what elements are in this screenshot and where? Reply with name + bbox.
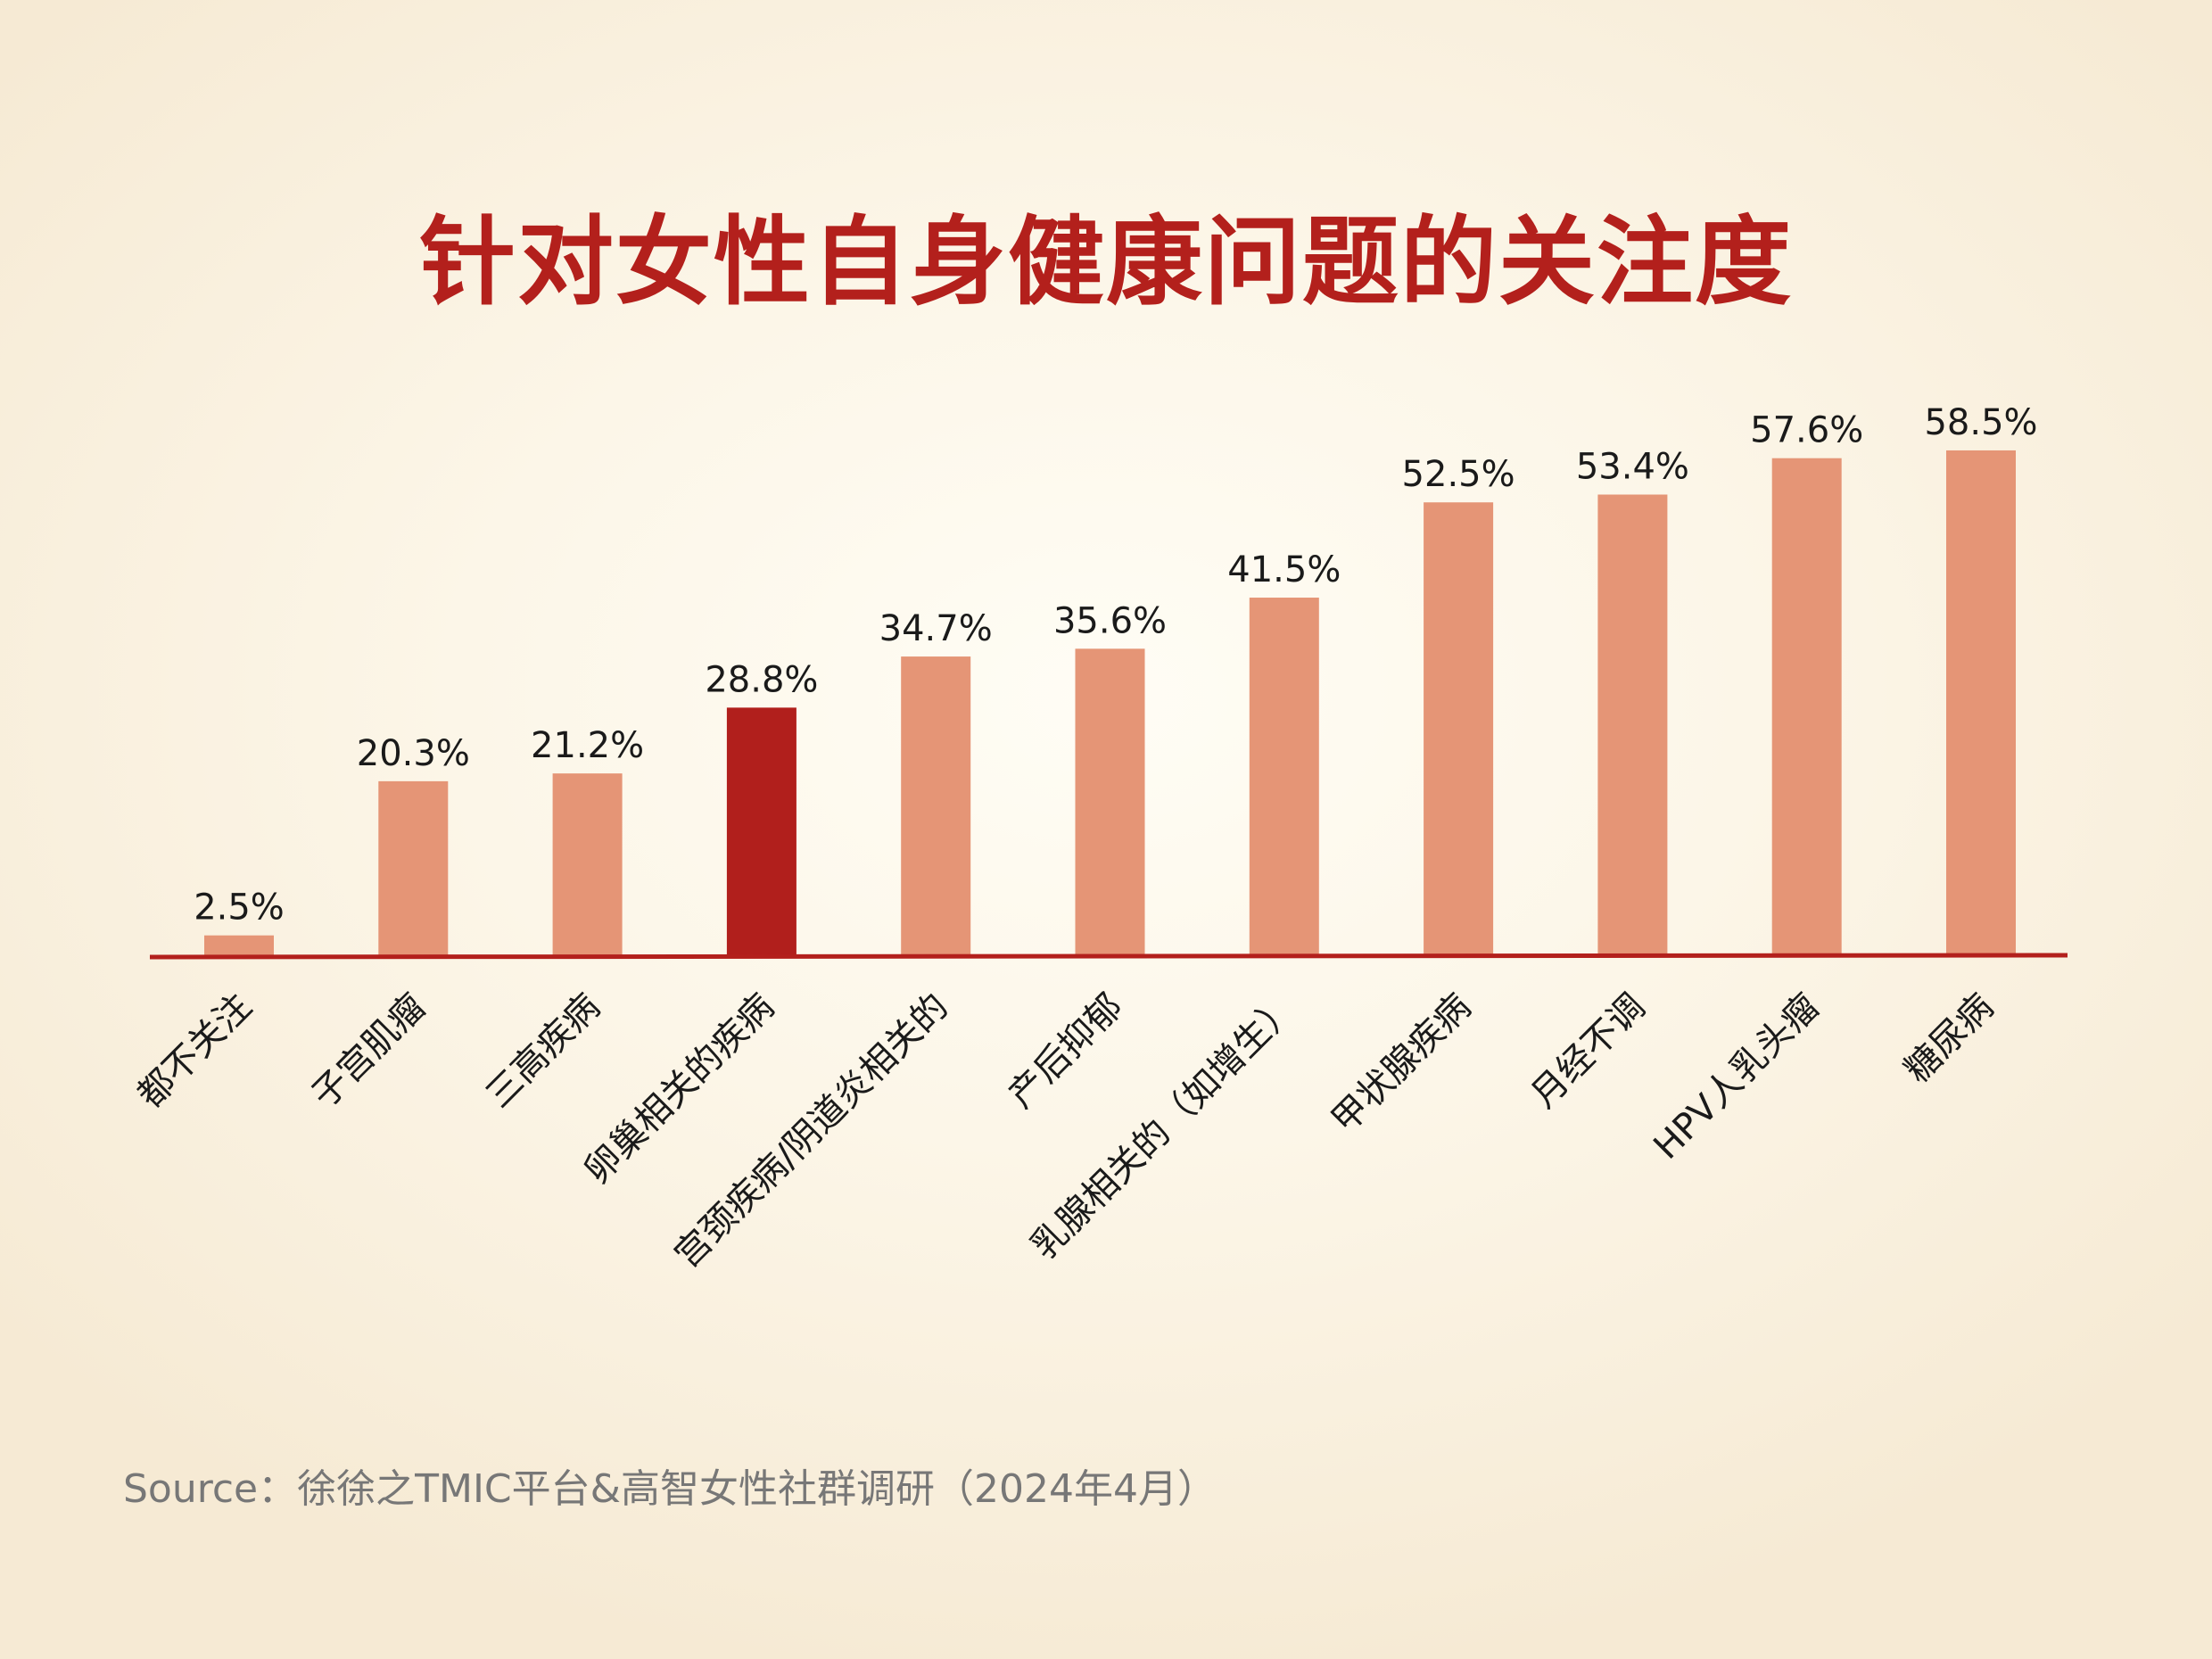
bar-2 bbox=[552, 773, 623, 957]
value-label-7: 52.5% bbox=[1402, 454, 1515, 495]
category-label-2: 三高疾病 bbox=[478, 986, 608, 1117]
bar-5 bbox=[1075, 648, 1145, 957]
bar-0 bbox=[204, 935, 274, 957]
value-label-3: 28.8% bbox=[705, 659, 818, 700]
value-label-10: 58.5% bbox=[1924, 402, 2037, 443]
bar-8 bbox=[1597, 494, 1668, 957]
value-label-1: 20.3% bbox=[357, 733, 470, 774]
value-label-0: 2.5% bbox=[194, 887, 285, 929]
chart-title: 针对女性自身健康问题的关注度 bbox=[418, 207, 1793, 318]
x-axis-line bbox=[149, 953, 2068, 960]
value-label-6: 41.5% bbox=[1227, 549, 1341, 590]
bar-9 bbox=[1771, 458, 1842, 957]
category-label-7: 甲状腺疾病 bbox=[1324, 986, 1479, 1142]
value-label-8: 53.4% bbox=[1576, 446, 1689, 487]
category-label-0: 都不关注 bbox=[129, 986, 260, 1117]
bar-10 bbox=[1946, 450, 2016, 958]
category-label-3: 卵巢相关的疾病 bbox=[576, 986, 782, 1193]
category-label-1: 子宫肌瘤 bbox=[304, 986, 434, 1117]
value-label-4: 34.7% bbox=[879, 608, 993, 649]
category-label-10: 糖尿病 bbox=[1897, 986, 2002, 1091]
category-label-9: HPV人乳头瘤 bbox=[1646, 986, 1827, 1168]
value-label-2: 21.2% bbox=[531, 725, 644, 766]
bar-1 bbox=[378, 780, 449, 957]
source-note: Source：徐徐之TMIC平台&高智女性社群调研（2024年4月） bbox=[123, 1466, 1217, 1512]
value-label-5: 35.6% bbox=[1053, 600, 1167, 641]
bar-6 bbox=[1249, 598, 1319, 957]
value-label-9: 57.6% bbox=[1750, 410, 1863, 451]
bar-4 bbox=[901, 656, 971, 957]
bar-7 bbox=[1424, 502, 1494, 957]
bar-3 bbox=[726, 707, 796, 957]
category-label-8: 月经不调 bbox=[1523, 986, 1654, 1117]
category-label-5: 产后抑郁 bbox=[1001, 986, 1131, 1117]
